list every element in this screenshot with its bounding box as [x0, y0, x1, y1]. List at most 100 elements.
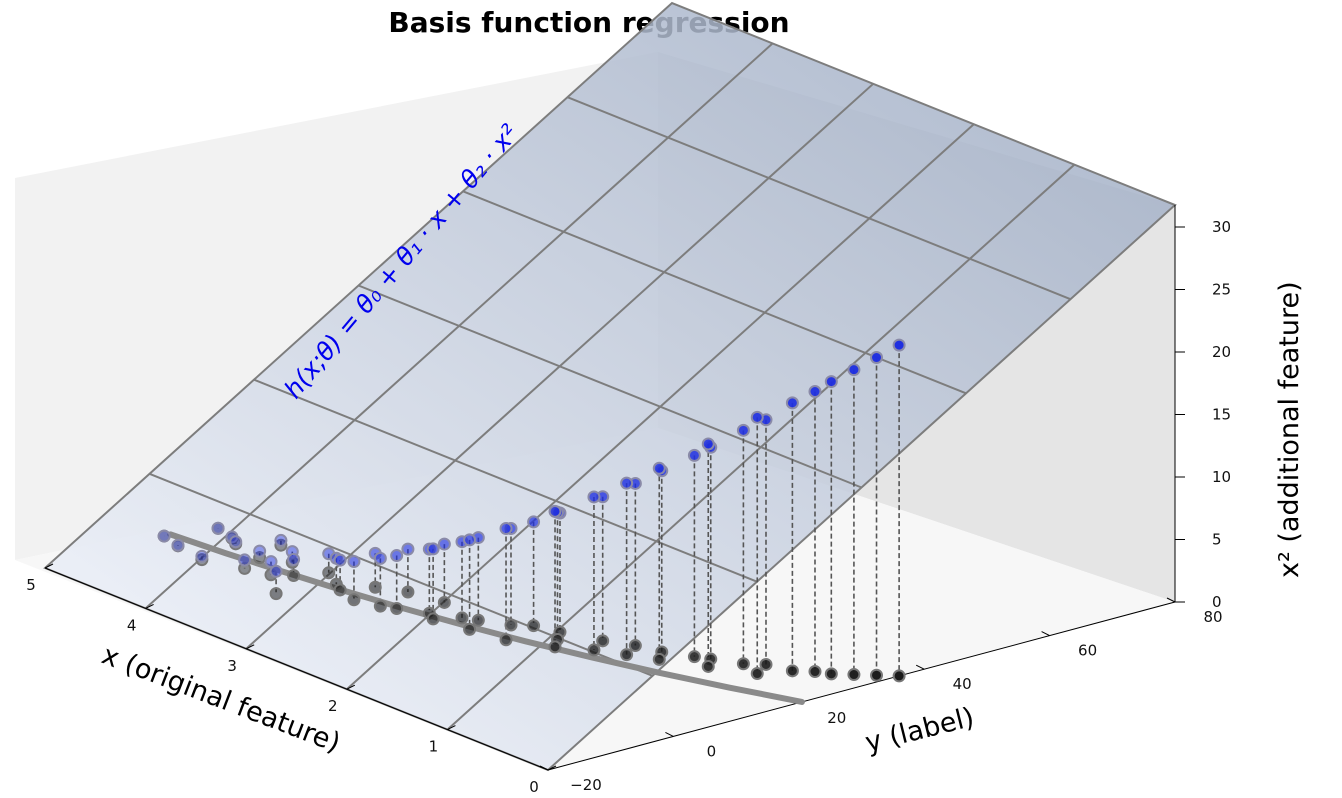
y-tick-label: 60 [1078, 642, 1097, 660]
projected-point [847, 668, 861, 682]
data-point [736, 423, 750, 437]
projected-point [455, 611, 469, 625]
data-point [587, 490, 601, 504]
projected-point [471, 613, 485, 627]
projected-point [287, 568, 301, 582]
projected-point [401, 585, 415, 599]
projected-point [527, 619, 541, 633]
data-point [548, 504, 562, 518]
data-point [347, 554, 361, 568]
x-tick-label: 3 [227, 657, 237, 675]
data-point [157, 529, 171, 543]
data-point [892, 338, 906, 352]
data-points-3d [157, 338, 906, 578]
projected-point [504, 618, 518, 632]
data-point [847, 363, 861, 377]
z-tick-label: 5 [1212, 531, 1222, 549]
data-point [687, 448, 701, 462]
data-point [785, 396, 799, 410]
y-tick-mark [915, 664, 925, 670]
x-tick-label: 5 [26, 576, 36, 594]
z-tick-label: 25 [1212, 281, 1231, 299]
projected-point [596, 634, 610, 648]
data-point [264, 555, 278, 569]
projected-point [736, 657, 750, 671]
projected-point [701, 659, 715, 673]
projected-point [373, 599, 387, 613]
data-point [229, 535, 243, 549]
data-point [652, 461, 666, 475]
projected-point [870, 668, 884, 682]
projected-point [499, 633, 513, 647]
x-tick-mark [44, 563, 54, 569]
z-tick-label: 0 [1212, 593, 1222, 611]
y-tick-label: 80 [1203, 608, 1222, 626]
model-curve [167, 531, 805, 705]
y-tick-label: 20 [827, 709, 846, 727]
x-tick-mark [547, 765, 557, 771]
projected-point [759, 657, 773, 671]
model-curve-line [167, 531, 805, 705]
x-tick-label: 1 [429, 738, 439, 756]
projected-point [687, 650, 701, 664]
projected-point [426, 612, 440, 626]
data-point [390, 549, 404, 563]
data-point [238, 553, 252, 567]
y-axis-label: y (label) [862, 702, 977, 759]
x-tick-mark [346, 684, 356, 690]
x-tick-mark [447, 725, 456, 731]
data-point [437, 537, 451, 551]
data-point [426, 542, 440, 556]
projected-points [157, 521, 906, 683]
projected-point [347, 593, 361, 607]
z-tick-label: 20 [1212, 343, 1231, 361]
data-point [750, 410, 764, 424]
x-tick-mark [145, 603, 154, 609]
data-point [463, 533, 477, 547]
projected-point [548, 640, 562, 654]
z-tick-label: 15 [1212, 406, 1231, 424]
projected-point [620, 648, 634, 662]
x-tick-mark [245, 644, 255, 650]
x-axis-ticks: 5 4 3 2 1 0 [26, 563, 557, 796]
x-tick-label: 2 [328, 697, 338, 715]
data-point [274, 533, 288, 547]
projected-point [652, 652, 666, 666]
x-tick-label: 0 [529, 778, 539, 796]
z-axis-ticks: 0 5 10 15 20 25 30 [1175, 218, 1231, 611]
projected-point [390, 601, 404, 615]
y-tick-label: −20 [570, 776, 602, 794]
data-point [701, 437, 715, 451]
plane-grid-line-y [567, 96, 1071, 301]
z-axis-label: x² (additional feature) [1274, 281, 1305, 578]
y-axis-line [547, 601, 1176, 771]
projected-point [368, 580, 382, 594]
projected-point [808, 665, 822, 679]
data-point [499, 522, 513, 536]
data-point [870, 351, 884, 365]
y-tick-label: 40 [953, 675, 972, 693]
data-point [373, 551, 387, 565]
projected-point [824, 667, 838, 681]
y-tick-mark [665, 731, 674, 737]
y-tick-mark [1041, 631, 1050, 637]
data-point [269, 564, 283, 578]
projected-point [892, 669, 906, 683]
data-point [211, 521, 225, 535]
x-tick-label: 4 [127, 616, 137, 634]
data-point [401, 542, 415, 556]
data-point [171, 538, 185, 552]
data-point [620, 476, 634, 490]
projected-point [269, 587, 283, 601]
projected-point [750, 667, 764, 681]
projected-point [437, 595, 451, 609]
projected-point [785, 664, 799, 678]
y-tick-mark [1166, 597, 1176, 603]
data-point [333, 553, 347, 567]
projected-point [322, 566, 336, 580]
data-point [527, 515, 541, 529]
x-axis-line [44, 567, 549, 771]
data-point [808, 385, 822, 399]
projected-point [628, 639, 642, 653]
